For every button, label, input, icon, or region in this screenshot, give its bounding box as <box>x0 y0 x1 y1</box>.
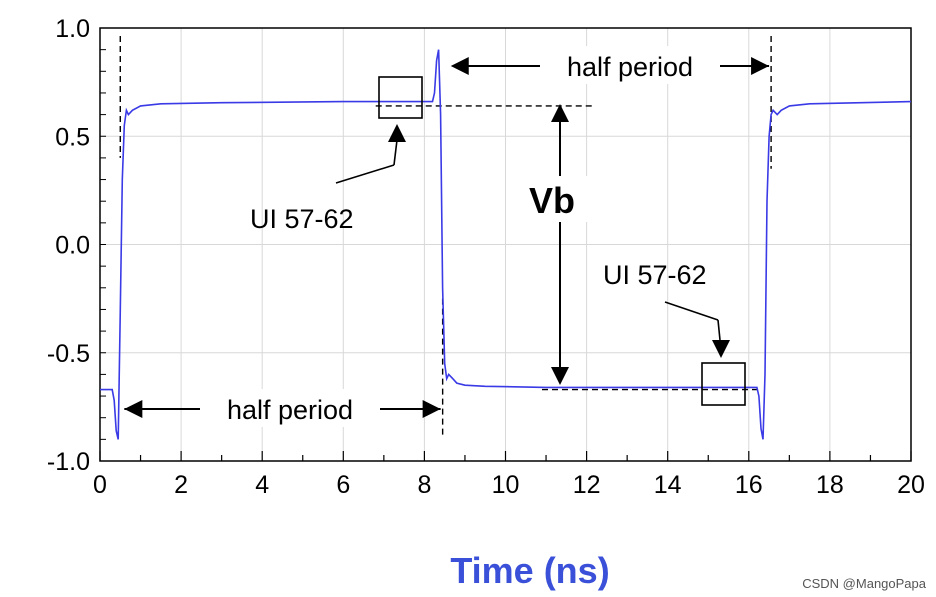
ui-bottom-label: UI 57-62 <box>603 260 707 290</box>
vb-arrowhead-up <box>551 104 569 122</box>
x-axis-label: Time (ns) <box>450 550 609 591</box>
vb-bg <box>522 176 598 222</box>
half-period-top-arrowhead-left <box>450 57 469 75</box>
watermark: CSDN @MangoPapa <box>802 576 926 591</box>
vb-arrowhead-down <box>551 367 569 385</box>
half-period-top-bg <box>540 46 720 84</box>
half-period-bottom-arrowhead-right <box>422 400 441 418</box>
x-tick-label: 4 <box>255 471 269 499</box>
x-tick-label: 8 <box>417 471 431 499</box>
plot-frame <box>99 27 912 462</box>
x-tick-label: 2 <box>174 471 188 499</box>
y-axis-ticks: 1.0 0.5 0.0 -0.5 -1.0 <box>47 15 90 476</box>
annotations: half period half period UI 57-62 UI 57-62 Vb <box>124 46 770 427</box>
half-period-top-arrowhead-right <box>751 57 770 75</box>
half-period-bottom-bg <box>200 389 380 427</box>
x-tick-label: 12 <box>573 471 601 499</box>
x-tick-label: 10 <box>492 471 520 499</box>
ui-top-pointer-line-2 <box>393 139 398 166</box>
vb-label: Vb <box>529 180 575 221</box>
y-tick-label: -1.0 <box>47 448 90 476</box>
x-tick-label: 20 <box>897 471 925 499</box>
ui-box-top <box>378 76 423 119</box>
half-period-top-label: half period <box>567 52 693 82</box>
half-period-bottom-label: half period <box>227 395 353 425</box>
x-tick-label: 6 <box>336 471 350 499</box>
x-tick-label: 16 <box>735 471 763 499</box>
y-tick-label: 0.0 <box>55 232 90 260</box>
ui-bottom-pointer-arrowhead <box>712 340 730 358</box>
ui-bottom-pointer-line-2 <box>717 319 721 341</box>
half-period-bottom-arrowhead-left <box>124 400 143 418</box>
x-axis-ticks: 0 2 4 6 8 10 12 14 16 18 20 <box>93 471 925 499</box>
x-tick-label: 14 <box>654 471 682 499</box>
x-tick-label: 0 <box>93 471 107 499</box>
x-tick-label: 18 <box>816 471 844 499</box>
dashed-guides <box>119 36 772 435</box>
ui-top-pointer-arrowhead <box>388 124 406 142</box>
series-line <box>100 49 912 440</box>
ui-box-bottom <box>701 362 746 406</box>
y-tick-label: 1.0 <box>55 15 90 43</box>
y-tick-label: -0.5 <box>47 340 90 368</box>
ui-top-label: UI 57-62 <box>250 204 354 234</box>
ui-bottom-pointer-line <box>664 301 719 321</box>
ui-top-pointer-line <box>335 164 395 184</box>
y-tick-label: 0.5 <box>55 123 90 151</box>
